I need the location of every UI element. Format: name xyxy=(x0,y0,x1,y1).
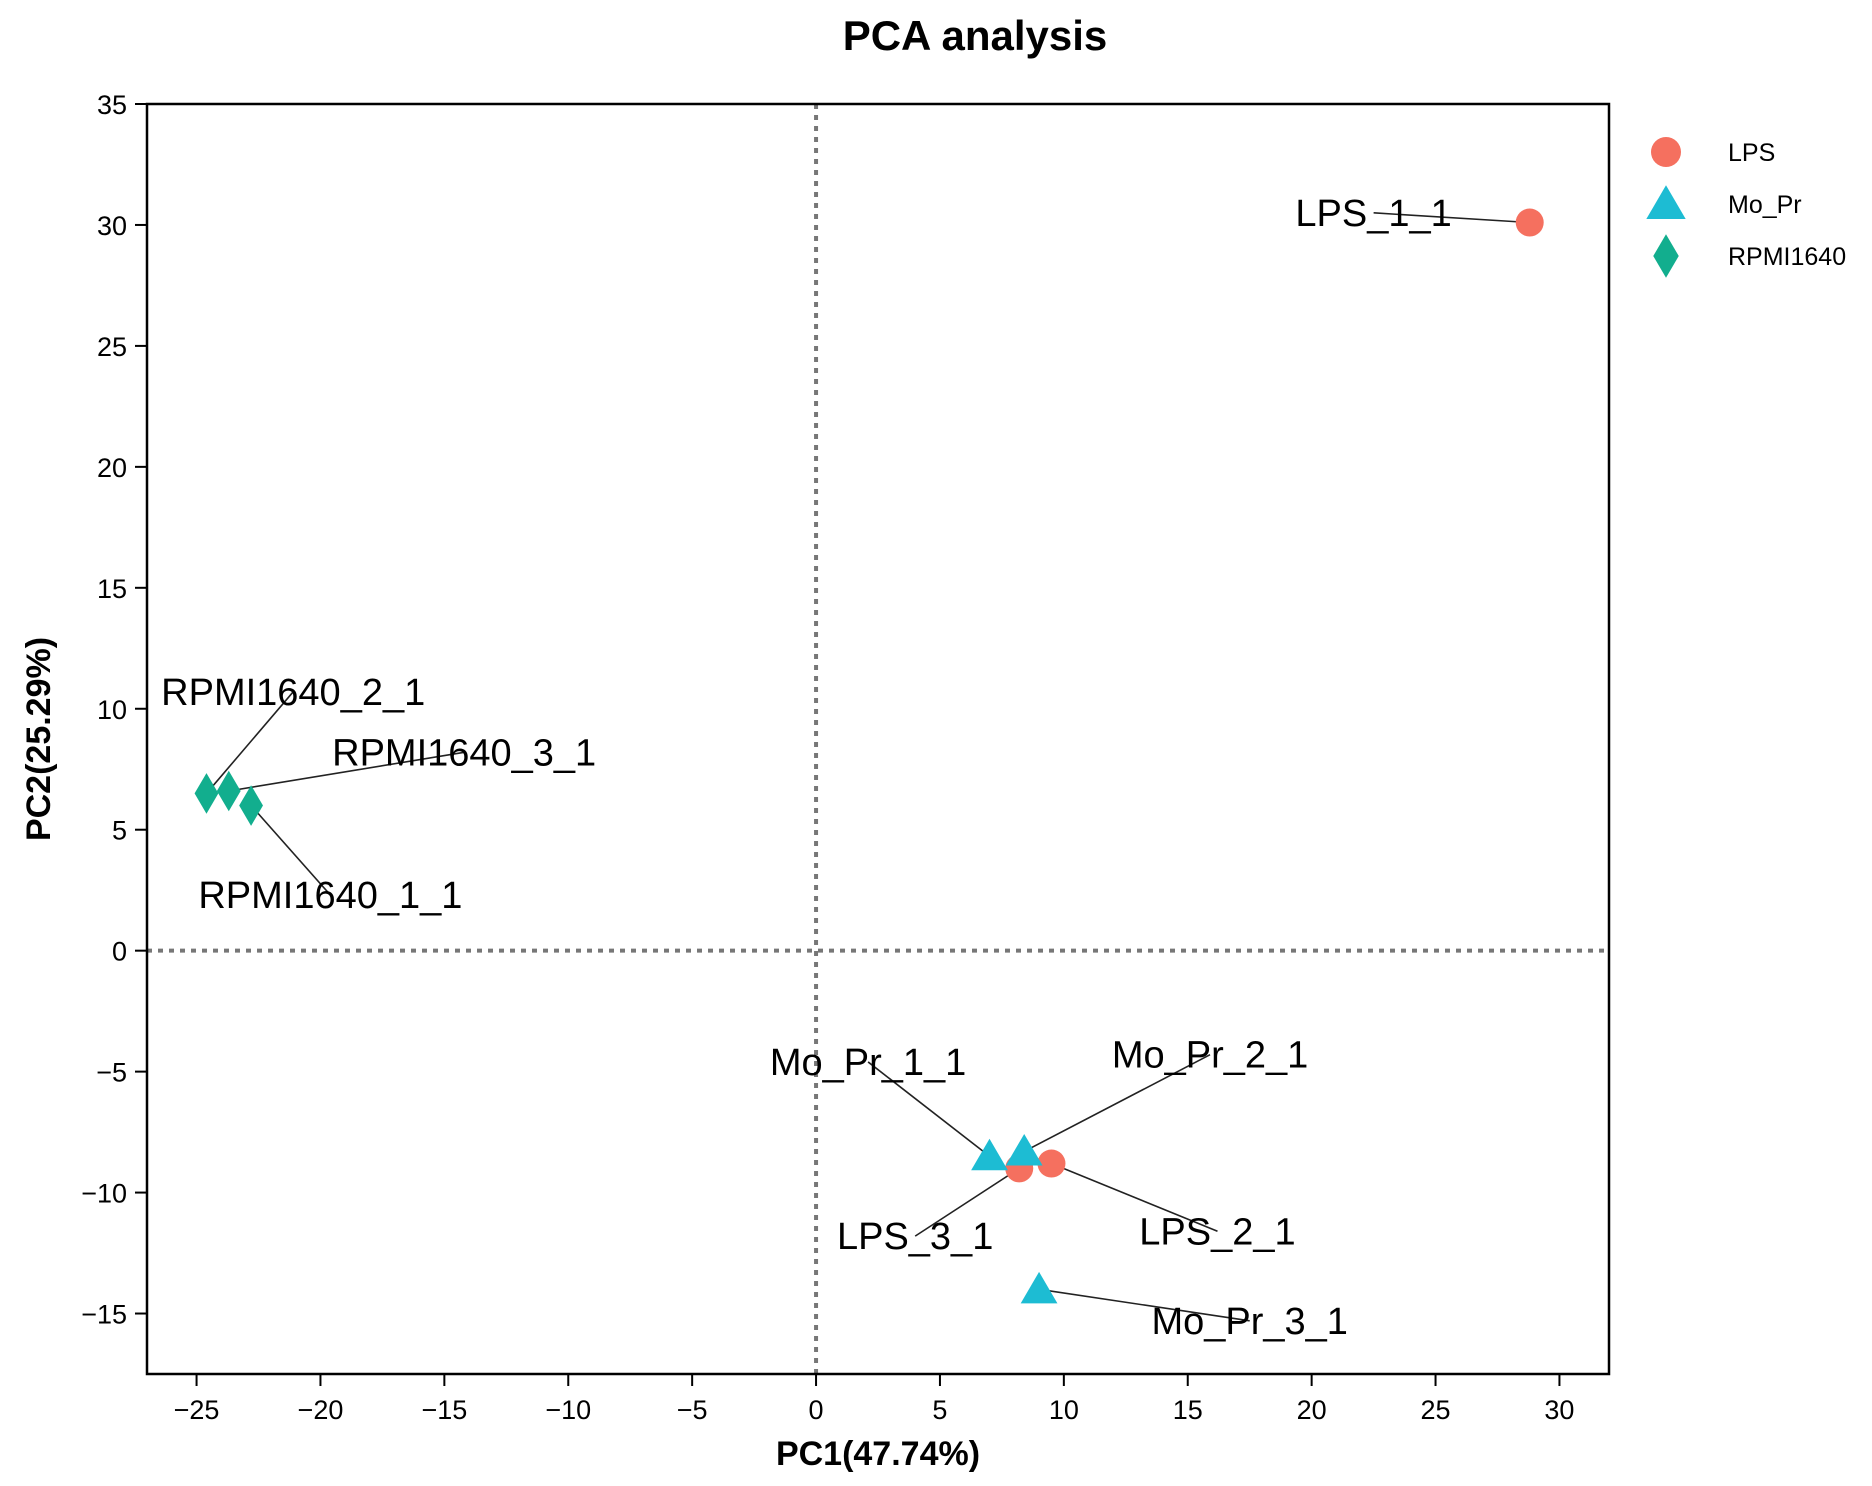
label-connectors xyxy=(205,212,1530,1322)
legend-marker-rpmi1640 xyxy=(1653,234,1679,278)
y-tick-label: −10 xyxy=(81,1179,127,1209)
x-tick-label: −20 xyxy=(298,1395,344,1425)
y-tick-label: 10 xyxy=(97,695,127,725)
chart-title: PCA analysis xyxy=(843,12,1108,59)
y-tick-label: 15 xyxy=(97,574,127,604)
x-tick-label: −15 xyxy=(421,1395,467,1425)
plot-frame xyxy=(145,102,1611,1376)
point-label-rpmi1640-1-1: RPMI1640_1_1 xyxy=(198,875,462,917)
label-connector-mo-pr-1-1 xyxy=(867,1061,990,1157)
point-label-lps-3-1: LPS_3_1 xyxy=(837,1216,993,1258)
label-connector-rpmi1640-2-1 xyxy=(205,691,294,794)
y-axis-label: PC2(25.29%) xyxy=(20,637,58,841)
label-connector-lps-2-1 xyxy=(1051,1162,1218,1233)
x-tick-label: 20 xyxy=(1297,1395,1327,1425)
legend-marker-mo-pr xyxy=(1646,185,1686,219)
point-lps-1-1 xyxy=(1515,208,1544,237)
legend-label-mo-pr: Mo_Pr xyxy=(1728,191,1802,219)
x-axis-label: PC1(47.74%) xyxy=(776,1435,980,1473)
y-axis-ticks: −15 −10 −5 0 5 10 15 20 25 30 35 xyxy=(81,90,147,1330)
y-tick-label: 25 xyxy=(97,332,127,362)
x-tick-label: −25 xyxy=(174,1395,220,1425)
y-tick-label: 0 xyxy=(112,937,127,967)
point-labels: LPS_1_1 LPS_2_1 LPS_3_1 Mo_Pr_1_1 Mo_Pr_2_1 M… xyxy=(161,193,1452,1343)
x-tick-label: 25 xyxy=(1421,1395,1451,1425)
y-tick-label: 30 xyxy=(97,211,127,241)
point-mo-pr-1-1 xyxy=(971,1138,1008,1171)
y-tick-label: 5 xyxy=(112,816,127,846)
point-label-lps-1-1: LPS_1_1 xyxy=(1295,193,1451,235)
x-tick-label: −5 xyxy=(677,1395,708,1425)
point-label-rpmi1640-3-1: RPMI1640_3_1 xyxy=(332,732,596,774)
point-label-rpmi1640-2-1: RPMI1640_2_1 xyxy=(161,672,425,714)
point-label-mo-pr-2-1: Mo_Pr_2_1 xyxy=(1112,1035,1308,1077)
x-tick-label: 5 xyxy=(932,1395,947,1425)
y-tick-label: 20 xyxy=(97,453,127,483)
label-connector-rpmi1640-1-1 xyxy=(250,804,331,896)
label-connector-lps-1-1 xyxy=(1373,212,1530,224)
y-tick-label: −5 xyxy=(96,1058,127,1088)
label-connector-mo-pr-3-1 xyxy=(1038,1288,1250,1322)
point-lps-2-1 xyxy=(1037,1149,1066,1178)
point-rpmi1640-1-1 xyxy=(239,785,263,826)
legend: LPS Mo_Pr RPMI1640 xyxy=(1646,137,1846,278)
x-tick-label: 0 xyxy=(809,1395,824,1425)
x-axis-ticks: −25 −20 −15 −10 −5 0 5 10 15 20 25 30 xyxy=(174,1374,1574,1425)
point-rpmi1640-2-1 xyxy=(194,773,219,814)
label-connector-mo-pr-2-1 xyxy=(1023,1053,1211,1153)
reference-lines xyxy=(147,104,1609,1374)
label-connector-lps-3-1 xyxy=(914,1167,1020,1237)
point-label-mo-pr-3-1: Mo_Pr_3_1 xyxy=(1151,1301,1347,1343)
point-mo-pr-2-1 xyxy=(1005,1133,1043,1166)
point-label-mo-pr-1-1: Mo_Pr_1_1 xyxy=(770,1042,966,1084)
legend-label-rpmi1640: RPMI1640 xyxy=(1728,243,1846,271)
point-mo-pr-3-1 xyxy=(1020,1271,1058,1304)
data-markers xyxy=(194,208,1544,1304)
point-label-lps-2-1: LPS_2_1 xyxy=(1139,1211,1295,1253)
point-rpmi1640-3-1 xyxy=(216,770,241,812)
y-tick-label: 35 xyxy=(97,90,127,120)
x-tick-label: 10 xyxy=(1049,1395,1079,1425)
x-tick-label: 30 xyxy=(1544,1395,1574,1425)
legend-label-lps: LPS xyxy=(1728,139,1775,167)
y-tick-label: −15 xyxy=(81,1300,127,1330)
legend-marker-lps xyxy=(1651,137,1681,167)
label-connector-rpmi1640-3-1 xyxy=(228,751,465,792)
x-tick-label: −10 xyxy=(545,1395,591,1425)
x-tick-label: 15 xyxy=(1173,1395,1203,1425)
